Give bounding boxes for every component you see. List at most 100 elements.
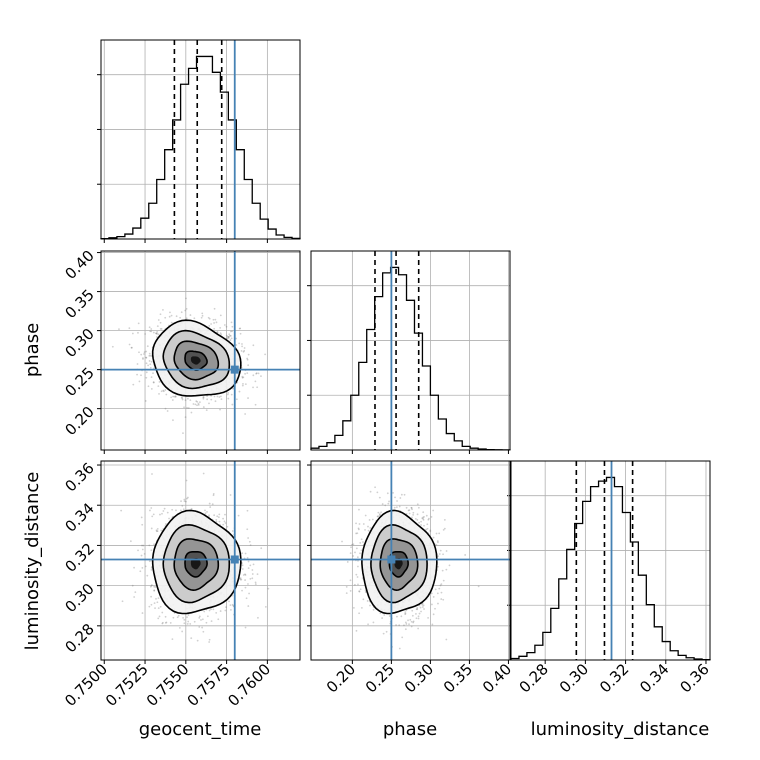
sample-point: [201, 618, 204, 621]
sample-point: [147, 364, 150, 367]
sample-point: [140, 554, 143, 557]
sample-point: [247, 537, 250, 539]
x-tick-label-phase-3: 0.35: [440, 660, 476, 696]
sample-point: [187, 614, 190, 616]
sample-point: [438, 532, 441, 535]
sample-point: [138, 380, 141, 383]
sample-point: [155, 529, 158, 532]
sample-point: [417, 615, 420, 618]
sample-point: [196, 400, 199, 403]
sample-point: [187, 620, 190, 623]
sample-point: [425, 514, 428, 517]
sample-point: [251, 577, 254, 580]
sample-point: [354, 551, 356, 554]
sample-point: [205, 409, 208, 412]
sample-point: [150, 568, 153, 571]
sample-point: [212, 492, 215, 495]
sample-point: [165, 621, 168, 624]
sample-point: [155, 530, 158, 533]
sample-point: [219, 326, 222, 329]
sample-point: [252, 563, 255, 566]
sample-point: [377, 515, 380, 518]
sample-point: [148, 544, 151, 547]
histogram-geocent_time: [100, 55, 301, 240]
sample-point: [170, 321, 173, 324]
sample-point: [151, 515, 154, 518]
sample-point: [247, 353, 250, 356]
sample-point: [349, 579, 352, 582]
sample-point: [241, 568, 244, 570]
sample-point: [146, 574, 149, 577]
contour-level-3: [361, 509, 438, 615]
sample-point: [133, 596, 136, 598]
hist-panel-geocent_time: [97, 39, 301, 243]
sample-point: [254, 581, 257, 584]
sample-point: [150, 595, 152, 598]
sample-point: [216, 331, 219, 334]
sample-point: [408, 509, 411, 512]
sample-point: [415, 608, 418, 611]
sample-point: [246, 557, 249, 559]
sample-point: [440, 591, 443, 594]
sample-point: [150, 549, 153, 552]
sample-point: [158, 393, 160, 395]
sample-point: [437, 602, 439, 605]
sample-point: [231, 387, 234, 390]
x-axis-title-phase: phase: [383, 719, 437, 740]
sample-point: [149, 585, 152, 588]
sample-point: [204, 512, 207, 515]
sample-point: [408, 512, 411, 515]
contour-level-3: [151, 509, 242, 615]
sample-point: [358, 523, 361, 525]
sample-point: [145, 362, 148, 365]
contour-level-2: [370, 523, 428, 604]
sample-point: [431, 603, 433, 606]
sample-point: [132, 383, 135, 386]
sample-point: [255, 372, 258, 375]
sample-point: [403, 624, 405, 627]
sample-point: [357, 528, 360, 531]
sample-point: [152, 331, 155, 334]
sample-point: [240, 350, 243, 352]
sample-point: [180, 311, 183, 314]
sample-point: [398, 647, 401, 650]
sample-point: [264, 353, 267, 356]
sample-point: [350, 546, 352, 549]
sample-point: [241, 552, 244, 555]
sample-point: [369, 490, 372, 493]
sample-point: [150, 584, 153, 587]
sample-point: [212, 608, 215, 611]
sample-point: [210, 394, 213, 397]
sample-point: [443, 518, 446, 521]
sample-point: [130, 346, 133, 349]
sample-point: [378, 514, 381, 517]
sample-point: [189, 399, 192, 402]
sample-point: [260, 375, 262, 378]
sample-point: [179, 316, 182, 319]
sample-point: [227, 337, 230, 340]
sample-point: [436, 541, 439, 544]
sample-point: [231, 325, 234, 328]
sample-point: [369, 527, 372, 529]
sample-point: [208, 638, 211, 641]
sample-point: [393, 506, 396, 509]
sample-point: [400, 615, 403, 618]
sample-point: [441, 569, 444, 572]
x-tick-label-luminosity_distance-2: 0.32: [596, 660, 632, 696]
sample-point: [420, 524, 422, 526]
sample-point: [210, 620, 213, 623]
sample-point: [138, 351, 140, 354]
sample-point: [426, 527, 429, 530]
sample-point: [170, 314, 173, 317]
x-axis-title-luminosity-distance: luminosity_distance: [531, 719, 710, 740]
sample-point: [156, 332, 158, 335]
sample-point: [244, 626, 247, 629]
sample-point: [392, 491, 394, 494]
sample-point: [189, 623, 192, 625]
sample-point: [153, 543, 156, 546]
sample-point: [412, 511, 415, 514]
sample-point: [219, 610, 222, 612]
sample-point: [131, 584, 134, 587]
sample-point: [434, 607, 436, 610]
sample-point: [128, 327, 131, 330]
